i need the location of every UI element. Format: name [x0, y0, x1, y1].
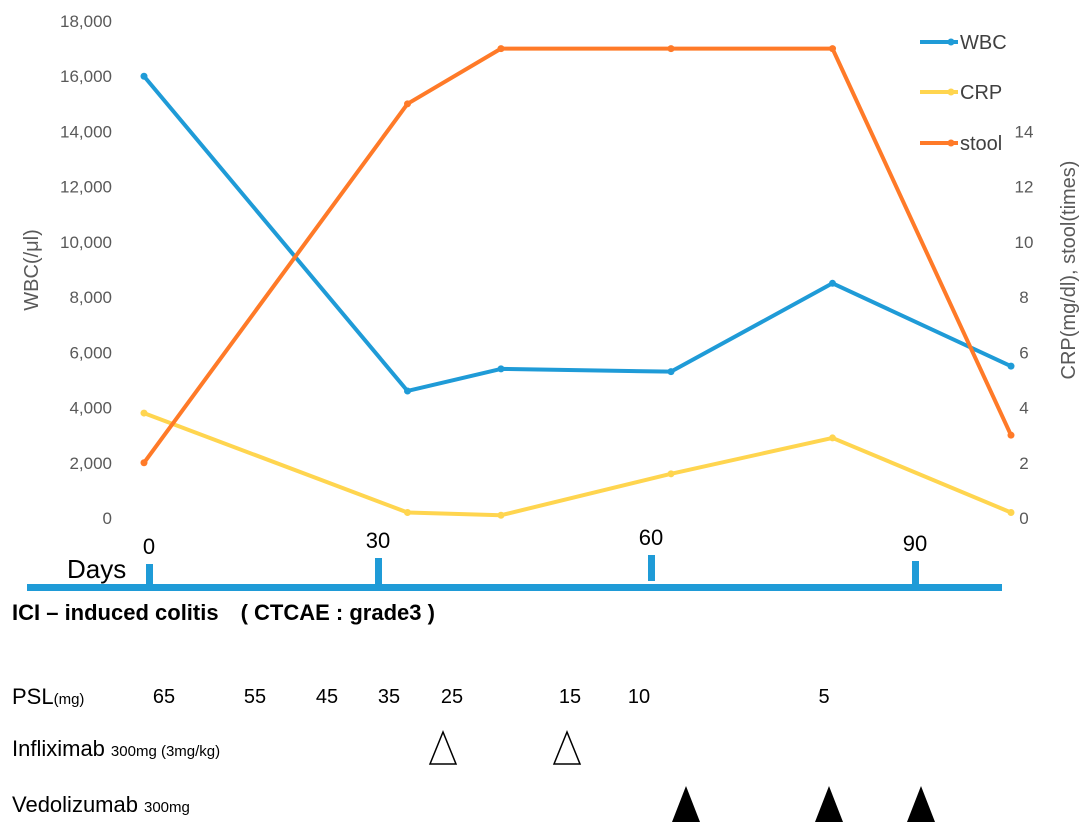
legend-marker-wbc	[947, 38, 955, 46]
psl-value: 15	[559, 686, 581, 708]
data-point-crp	[1007, 508, 1015, 516]
data-point-stool	[497, 45, 505, 53]
y-left-tick-label: 10,000	[60, 233, 112, 252]
y-left-tick-label: 14,000	[60, 122, 112, 141]
y-left-axis-title: WBC(/μl)	[21, 229, 43, 311]
infliximab-label: Infliximab	[12, 736, 105, 761]
y-left-tick-label: 12,000	[60, 178, 112, 197]
y-right-axis-title: CRP(mg/dl), stool(times)	[1058, 161, 1080, 380]
series-line-crp	[143, 411, 1012, 518]
data-point-wbc	[497, 365, 505, 373]
psl-value: 35	[378, 686, 400, 708]
data-point-crp	[829, 434, 836, 442]
y-left-tick-label: 8,000	[69, 288, 112, 307]
legend-marker-stool	[947, 139, 955, 147]
data-point-stool	[1007, 431, 1015, 439]
y-right-tick-label: 6	[1019, 343, 1028, 362]
psl-value: 45	[316, 686, 338, 708]
series-layer	[140, 45, 1015, 519]
data-point-wbc	[404, 387, 411, 395]
y-left-tick-label: 16,000	[60, 67, 112, 86]
day-tick-mark	[375, 558, 382, 584]
vedolizumab-label: Vedolizumab	[12, 792, 138, 817]
y-right-tick-label: 10	[1015, 233, 1034, 252]
day-tick-label: 60	[639, 525, 663, 550]
day-ticks: 0 30 60 90	[143, 525, 927, 590]
legend-label-wbc: WBC	[960, 32, 1007, 54]
legend-label-stool: stool	[960, 133, 1002, 155]
legend-item-wbc: WBC	[920, 32, 1007, 54]
legend-item-stool: stool	[920, 133, 1002, 155]
legend-marker-crp	[947, 88, 955, 96]
vedolizumab-unit: 300mg	[144, 799, 190, 816]
psl-label: PSL	[12, 684, 54, 709]
day-tick-mark	[912, 561, 919, 587]
y-right-tick-label: 8	[1019, 288, 1028, 307]
y-right-tick-label: 0	[1019, 509, 1028, 528]
infliximab-unit: 300mg (3mg/kg)	[111, 743, 220, 760]
y-left-tick-label: 4,000	[69, 399, 112, 418]
y-left-tick-label: 18,000	[60, 12, 112, 31]
psl-row-title: PSL(mg)	[12, 684, 84, 709]
psl-value: 65	[153, 686, 175, 708]
psl-value: 10	[628, 686, 650, 708]
day-tick-mark	[146, 564, 153, 590]
days-title: Days	[67, 554, 126, 584]
y-right-tick-labels: 0 2 4 6 8 10 12 14	[1015, 122, 1034, 528]
data-point-crp	[667, 470, 675, 478]
series-line-wbc	[142, 74, 1012, 393]
vedolizumab-dose-marker-2	[815, 786, 843, 822]
y-right-tick-label: 14	[1015, 122, 1034, 141]
y-left-tick-label: 2,000	[69, 454, 112, 473]
vedolizumab-row-title: Vedolizumab 300mg	[12, 792, 190, 817]
psl-value: 55	[244, 686, 266, 708]
y-left-tick-label: 6,000	[69, 343, 112, 362]
data-point-wbc	[140, 72, 148, 80]
data-point-stool	[404, 100, 411, 108]
psl-value: 25	[441, 686, 463, 708]
y-left-tick-label: 0	[103, 509, 112, 528]
data-point-stool	[140, 459, 148, 467]
y-right-tick-label: 4	[1019, 399, 1028, 418]
legend: WBC CRP stool	[920, 32, 1007, 155]
day-tick-label: 0	[143, 534, 155, 559]
infliximab-row-title: Infliximab 300mg (3mg/kg)	[12, 736, 220, 761]
data-point-wbc	[1007, 362, 1015, 370]
series-line-stool	[142, 46, 1013, 464]
legend-label-crp: CRP	[960, 82, 1002, 104]
psl-unit: (mg)	[54, 691, 85, 708]
day-tick-label: 90	[903, 531, 927, 556]
day-tick-label: 30	[366, 528, 390, 553]
data-point-stool	[667, 45, 675, 53]
vedolizumab-dose-marker-3	[907, 786, 935, 822]
day-tick-mark	[648, 555, 655, 581]
y-right-tick-label: 12	[1015, 178, 1034, 197]
data-point-crp	[140, 409, 148, 417]
data-point-stool	[829, 45, 836, 53]
y-right-tick-label: 2	[1019, 454, 1028, 473]
infliximab-dose-marker-2	[552, 730, 582, 765]
psl-values: 65 55 45 35 25 15 10 5	[153, 686, 830, 708]
vedolizumab-dose-marker-1	[672, 786, 700, 822]
data-point-crp	[497, 511, 505, 519]
y-left-tick-labels: 0 2,000 4,000 6,000 8,000 10,000 12,000 14,000 1…	[60, 12, 112, 528]
colitis-label: ICI – induced colitis ( CTCAE : grade3 )	[12, 600, 435, 625]
timeline-bar	[27, 584, 1002, 591]
infliximab-dose-marker-1	[428, 730, 458, 765]
psl-value: 5	[818, 686, 829, 708]
data-point-wbc	[667, 368, 675, 376]
legend-item-crp: CRP	[920, 82, 1002, 104]
data-point-crp	[404, 508, 411, 516]
data-point-wbc	[829, 279, 836, 287]
